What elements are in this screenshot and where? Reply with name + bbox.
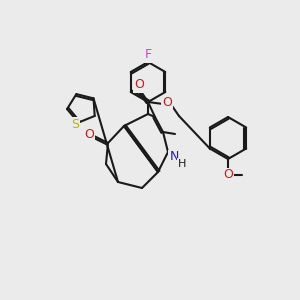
Text: O: O <box>162 97 172 110</box>
Text: O: O <box>84 128 94 140</box>
Text: N: N <box>169 151 179 164</box>
Text: S: S <box>71 118 80 131</box>
Text: O: O <box>223 169 233 182</box>
Text: H: H <box>178 159 186 169</box>
Text: F: F <box>144 49 152 62</box>
Text: O: O <box>134 79 144 92</box>
